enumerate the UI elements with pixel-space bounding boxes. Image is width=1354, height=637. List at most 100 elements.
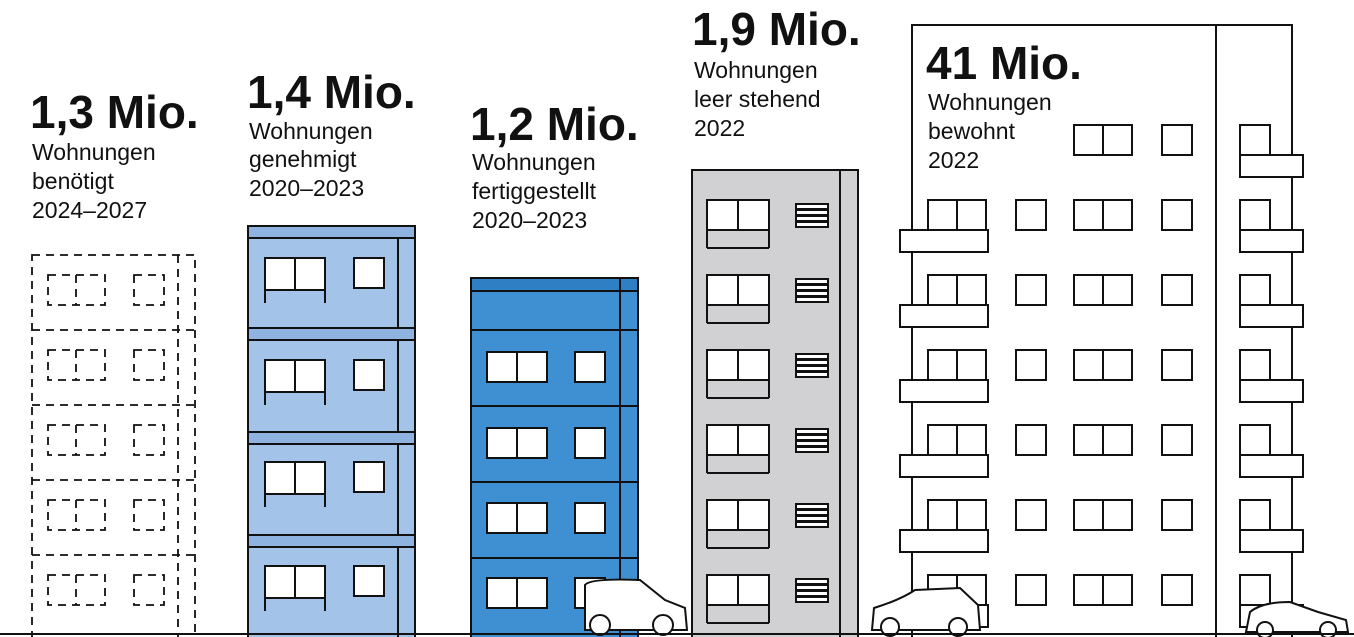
window	[133, 274, 165, 306]
window	[1015, 574, 1047, 606]
window	[1015, 199, 1047, 231]
blind	[795, 290, 829, 297]
balcony	[1239, 454, 1304, 478]
blind	[795, 590, 829, 597]
window	[574, 502, 606, 534]
window	[1161, 124, 1193, 156]
blind	[795, 371, 829, 378]
window	[1239, 424, 1271, 456]
wheel	[589, 614, 611, 636]
blind	[795, 440, 829, 447]
label-line: 2020–2023	[249, 175, 364, 201]
blind	[795, 515, 829, 522]
blind	[795, 278, 829, 285]
blind	[795, 203, 829, 210]
blind	[795, 503, 829, 510]
blind	[795, 296, 829, 303]
window	[1239, 349, 1271, 381]
value: 1,2 Mio.	[470, 98, 639, 150]
label-line: leer stehend	[694, 86, 821, 112]
building	[691, 169, 859, 637]
blind	[795, 428, 829, 435]
window	[1239, 274, 1271, 306]
balcony	[1239, 304, 1304, 328]
window	[1015, 424, 1047, 456]
balcony	[899, 454, 989, 478]
label-line: Wohnungen	[928, 89, 1052, 115]
value: 1,4 Mio.	[247, 66, 416, 118]
label-line: Wohnungen	[694, 57, 818, 83]
blind	[795, 509, 829, 516]
blind	[795, 446, 829, 453]
window	[353, 257, 385, 289]
window	[1161, 349, 1193, 381]
window	[1015, 274, 1047, 306]
blind	[795, 221, 829, 228]
label-line: Wohnungen	[249, 118, 373, 144]
blind	[795, 284, 829, 291]
buildings	[0, 24, 1354, 637]
value: 1,9 Mio.	[692, 3, 861, 55]
window	[574, 351, 606, 383]
balcony	[1239, 154, 1304, 178]
window	[133, 424, 165, 456]
balcony	[1239, 529, 1304, 553]
blind	[795, 365, 829, 372]
label-line: bewohnt	[928, 118, 1016, 144]
window	[1161, 424, 1193, 456]
label-line: genehmigt	[249, 146, 357, 172]
label-line: 2022	[928, 147, 979, 173]
label-line: fertiggestellt	[472, 178, 597, 204]
window	[133, 349, 165, 381]
blind	[795, 209, 829, 216]
blind	[795, 578, 829, 585]
window	[1239, 499, 1271, 531]
blind	[795, 353, 829, 360]
balcony	[899, 529, 989, 553]
window	[1239, 574, 1271, 606]
blind	[795, 434, 829, 441]
value: 1,3 Mio.	[30, 86, 199, 138]
building-outline	[31, 254, 196, 637]
label-line: 2020–2023	[472, 207, 587, 233]
band	[247, 327, 416, 341]
label-line: benötigt	[32, 168, 114, 194]
blind	[795, 359, 829, 366]
window	[353, 565, 385, 597]
value: 41 Mio.	[926, 37, 1082, 89]
window	[1161, 199, 1193, 231]
window	[1015, 499, 1047, 531]
label-line: Wohnungen	[32, 139, 156, 165]
window	[1161, 274, 1193, 306]
window	[1239, 199, 1271, 231]
balcony	[899, 379, 989, 403]
blind	[795, 584, 829, 591]
window	[133, 499, 165, 531]
label-line: 2024–2027	[32, 197, 147, 223]
wheel	[948, 617, 968, 637]
band	[247, 225, 416, 239]
band	[247, 431, 416, 445]
window	[133, 574, 165, 606]
window	[1161, 499, 1193, 531]
window	[1015, 349, 1047, 381]
window	[574, 427, 606, 459]
balcony	[1239, 229, 1304, 253]
label-line: Wohnungen	[472, 149, 596, 175]
band	[470, 277, 639, 292]
label-line: 2022	[694, 115, 745, 141]
wheel	[652, 614, 674, 636]
window	[1239, 124, 1271, 156]
balcony	[899, 229, 989, 253]
window	[353, 461, 385, 493]
window	[1161, 574, 1193, 606]
blind	[795, 215, 829, 222]
blind	[795, 596, 829, 603]
window	[353, 359, 385, 391]
balcony	[899, 304, 989, 328]
balcony	[1239, 379, 1304, 403]
blind	[795, 521, 829, 528]
wheel	[880, 617, 900, 637]
band	[247, 534, 416, 548]
